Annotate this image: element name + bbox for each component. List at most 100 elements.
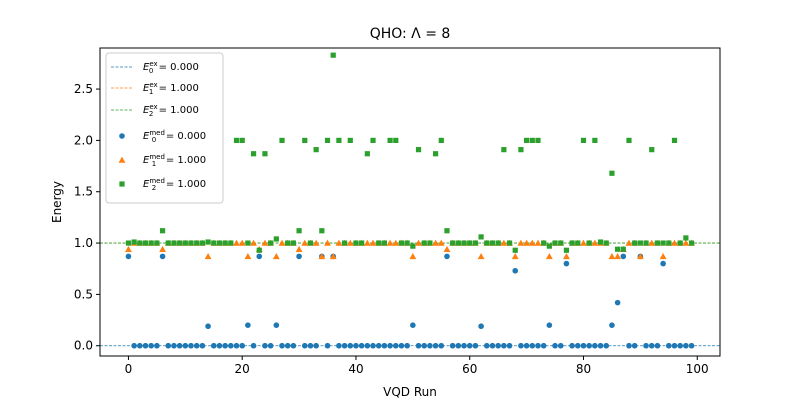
point-E0-run-32 xyxy=(307,342,314,349)
point-E0-run-64 xyxy=(489,342,496,349)
point-E2-run-62 xyxy=(478,234,484,240)
y-axis-label: Energy xyxy=(50,181,64,223)
point-E2-run-44 xyxy=(376,240,382,246)
point-E2-run-67 xyxy=(506,240,513,246)
point-E0-run-37 xyxy=(336,342,342,349)
point-E0-run-63 xyxy=(483,342,490,349)
point-E1-run-19 xyxy=(233,239,240,246)
point-E2-run-88 xyxy=(626,137,632,143)
legend-marker-E2-med xyxy=(119,181,125,187)
point-E0-run-73 xyxy=(540,342,547,349)
point-E0-run-68 xyxy=(512,267,519,274)
point-E2-run-27 xyxy=(279,137,285,143)
point-E1-run-51 xyxy=(415,239,422,246)
point-E0-run-89 xyxy=(631,342,638,349)
point-E0-run-58 xyxy=(455,342,462,349)
point-E2-run-52 xyxy=(421,240,427,246)
point-E0-run-80 xyxy=(580,342,587,349)
point-E0-run-84 xyxy=(603,342,610,349)
x-tick-label-80: 80 xyxy=(576,362,591,376)
point-E0-run-97 xyxy=(677,342,683,349)
point-E1-run-39 xyxy=(346,239,354,246)
point-E0-run-85 xyxy=(609,322,615,329)
point-E1-run-56 xyxy=(443,245,451,252)
point-E2-run-14 xyxy=(205,239,211,245)
point-E0-run-14 xyxy=(205,323,211,330)
point-E2-run-37 xyxy=(336,137,342,143)
point-E1-run-69 xyxy=(517,239,525,246)
legend-marker-E1-med xyxy=(118,156,126,163)
point-E1-run-86 xyxy=(614,253,622,260)
point-E2-run-28 xyxy=(285,240,291,246)
point-E2-run-2 xyxy=(137,240,143,246)
point-E2-run-63 xyxy=(484,240,490,246)
point-E0-run-35 xyxy=(324,342,331,349)
point-E1-run-33 xyxy=(312,239,320,246)
plot-area-frame xyxy=(99,47,721,357)
point-E0-run-23 xyxy=(256,253,263,260)
point-E2-run-18 xyxy=(228,240,234,246)
point-E2-run-73 xyxy=(541,240,547,246)
point-E0-run-94 xyxy=(660,260,666,267)
point-E2-run-90 xyxy=(637,240,643,246)
point-E1-run-37 xyxy=(335,239,343,246)
legend-label-E2-med: Emed 2 = 1.000 xyxy=(143,177,206,192)
point-E2-run-23 xyxy=(256,247,262,253)
point-E0-run-4 xyxy=(148,342,154,349)
point-E2-run-69 xyxy=(518,147,524,153)
point-E2-run-11 xyxy=(188,240,194,246)
point-E1-run-46 xyxy=(386,239,394,246)
point-E2-run-70 xyxy=(524,137,530,143)
point-E2-run-94 xyxy=(660,240,666,246)
point-E2-run-43 xyxy=(370,137,376,143)
point-E2-run-0 xyxy=(125,240,132,246)
point-E0-run-1 xyxy=(131,342,137,349)
legend-label-E1-ex: Eex 1 = 1.000 xyxy=(143,81,199,96)
point-E2-run-4 xyxy=(148,240,154,246)
point-E1-run-77 xyxy=(563,253,570,260)
point-E1-run-47 xyxy=(392,239,400,246)
point-E0-run-9 xyxy=(176,342,183,349)
point-E0-run-30 xyxy=(296,253,302,260)
y-tick-label-0: 0.0 xyxy=(74,339,93,353)
point-E0-run-55 xyxy=(438,342,445,349)
point-E2-run-47 xyxy=(393,137,399,143)
x-tick-label-0: 0 xyxy=(125,362,133,376)
data-markers xyxy=(125,52,695,349)
point-E2-run-9 xyxy=(177,240,183,246)
point-E0-run-40 xyxy=(353,342,359,349)
point-E0-run-8 xyxy=(171,342,177,349)
point-E1-run-26 xyxy=(272,253,280,260)
point-E0-run-74 xyxy=(546,322,553,329)
point-E2-run-51 xyxy=(415,147,422,153)
legend-label-E0-ex: Eex 0 = 0.000 xyxy=(143,60,199,75)
point-E2-run-80 xyxy=(580,137,587,143)
point-E0-run-76 xyxy=(557,342,564,349)
point-E2-run-75 xyxy=(552,240,558,246)
point-E0-run-11 xyxy=(188,342,194,349)
point-E2-run-78 xyxy=(569,240,575,246)
point-E2-run-7 xyxy=(165,240,171,246)
point-E2-run-22 xyxy=(250,151,257,157)
point-E1-run-80 xyxy=(580,239,587,246)
point-E1-run-68 xyxy=(511,253,519,260)
point-E0-run-16 xyxy=(216,342,223,349)
y-tick-label-2: 2.0 xyxy=(74,133,93,147)
point-E0-run-19 xyxy=(233,342,240,349)
point-E0-run-7 xyxy=(165,342,172,349)
point-E0-run-13 xyxy=(199,342,206,349)
y-tick-label-1: 1.0 xyxy=(74,236,93,250)
point-E1-run-0 xyxy=(125,245,132,252)
legend-marker-E0-med xyxy=(119,133,125,139)
point-E2-run-41 xyxy=(359,240,365,246)
point-E0-run-51 xyxy=(415,342,422,349)
point-E2-run-25 xyxy=(268,240,274,246)
point-E0-run-46 xyxy=(387,342,393,349)
point-E1-run-62 xyxy=(477,253,485,260)
point-E0-run-33 xyxy=(313,342,319,349)
point-E2-run-84 xyxy=(603,240,609,246)
point-E2-run-34 xyxy=(319,228,325,234)
x-axis: 0 20 40 60 80 100 xyxy=(125,356,709,376)
point-E0-run-0 xyxy=(125,253,132,260)
